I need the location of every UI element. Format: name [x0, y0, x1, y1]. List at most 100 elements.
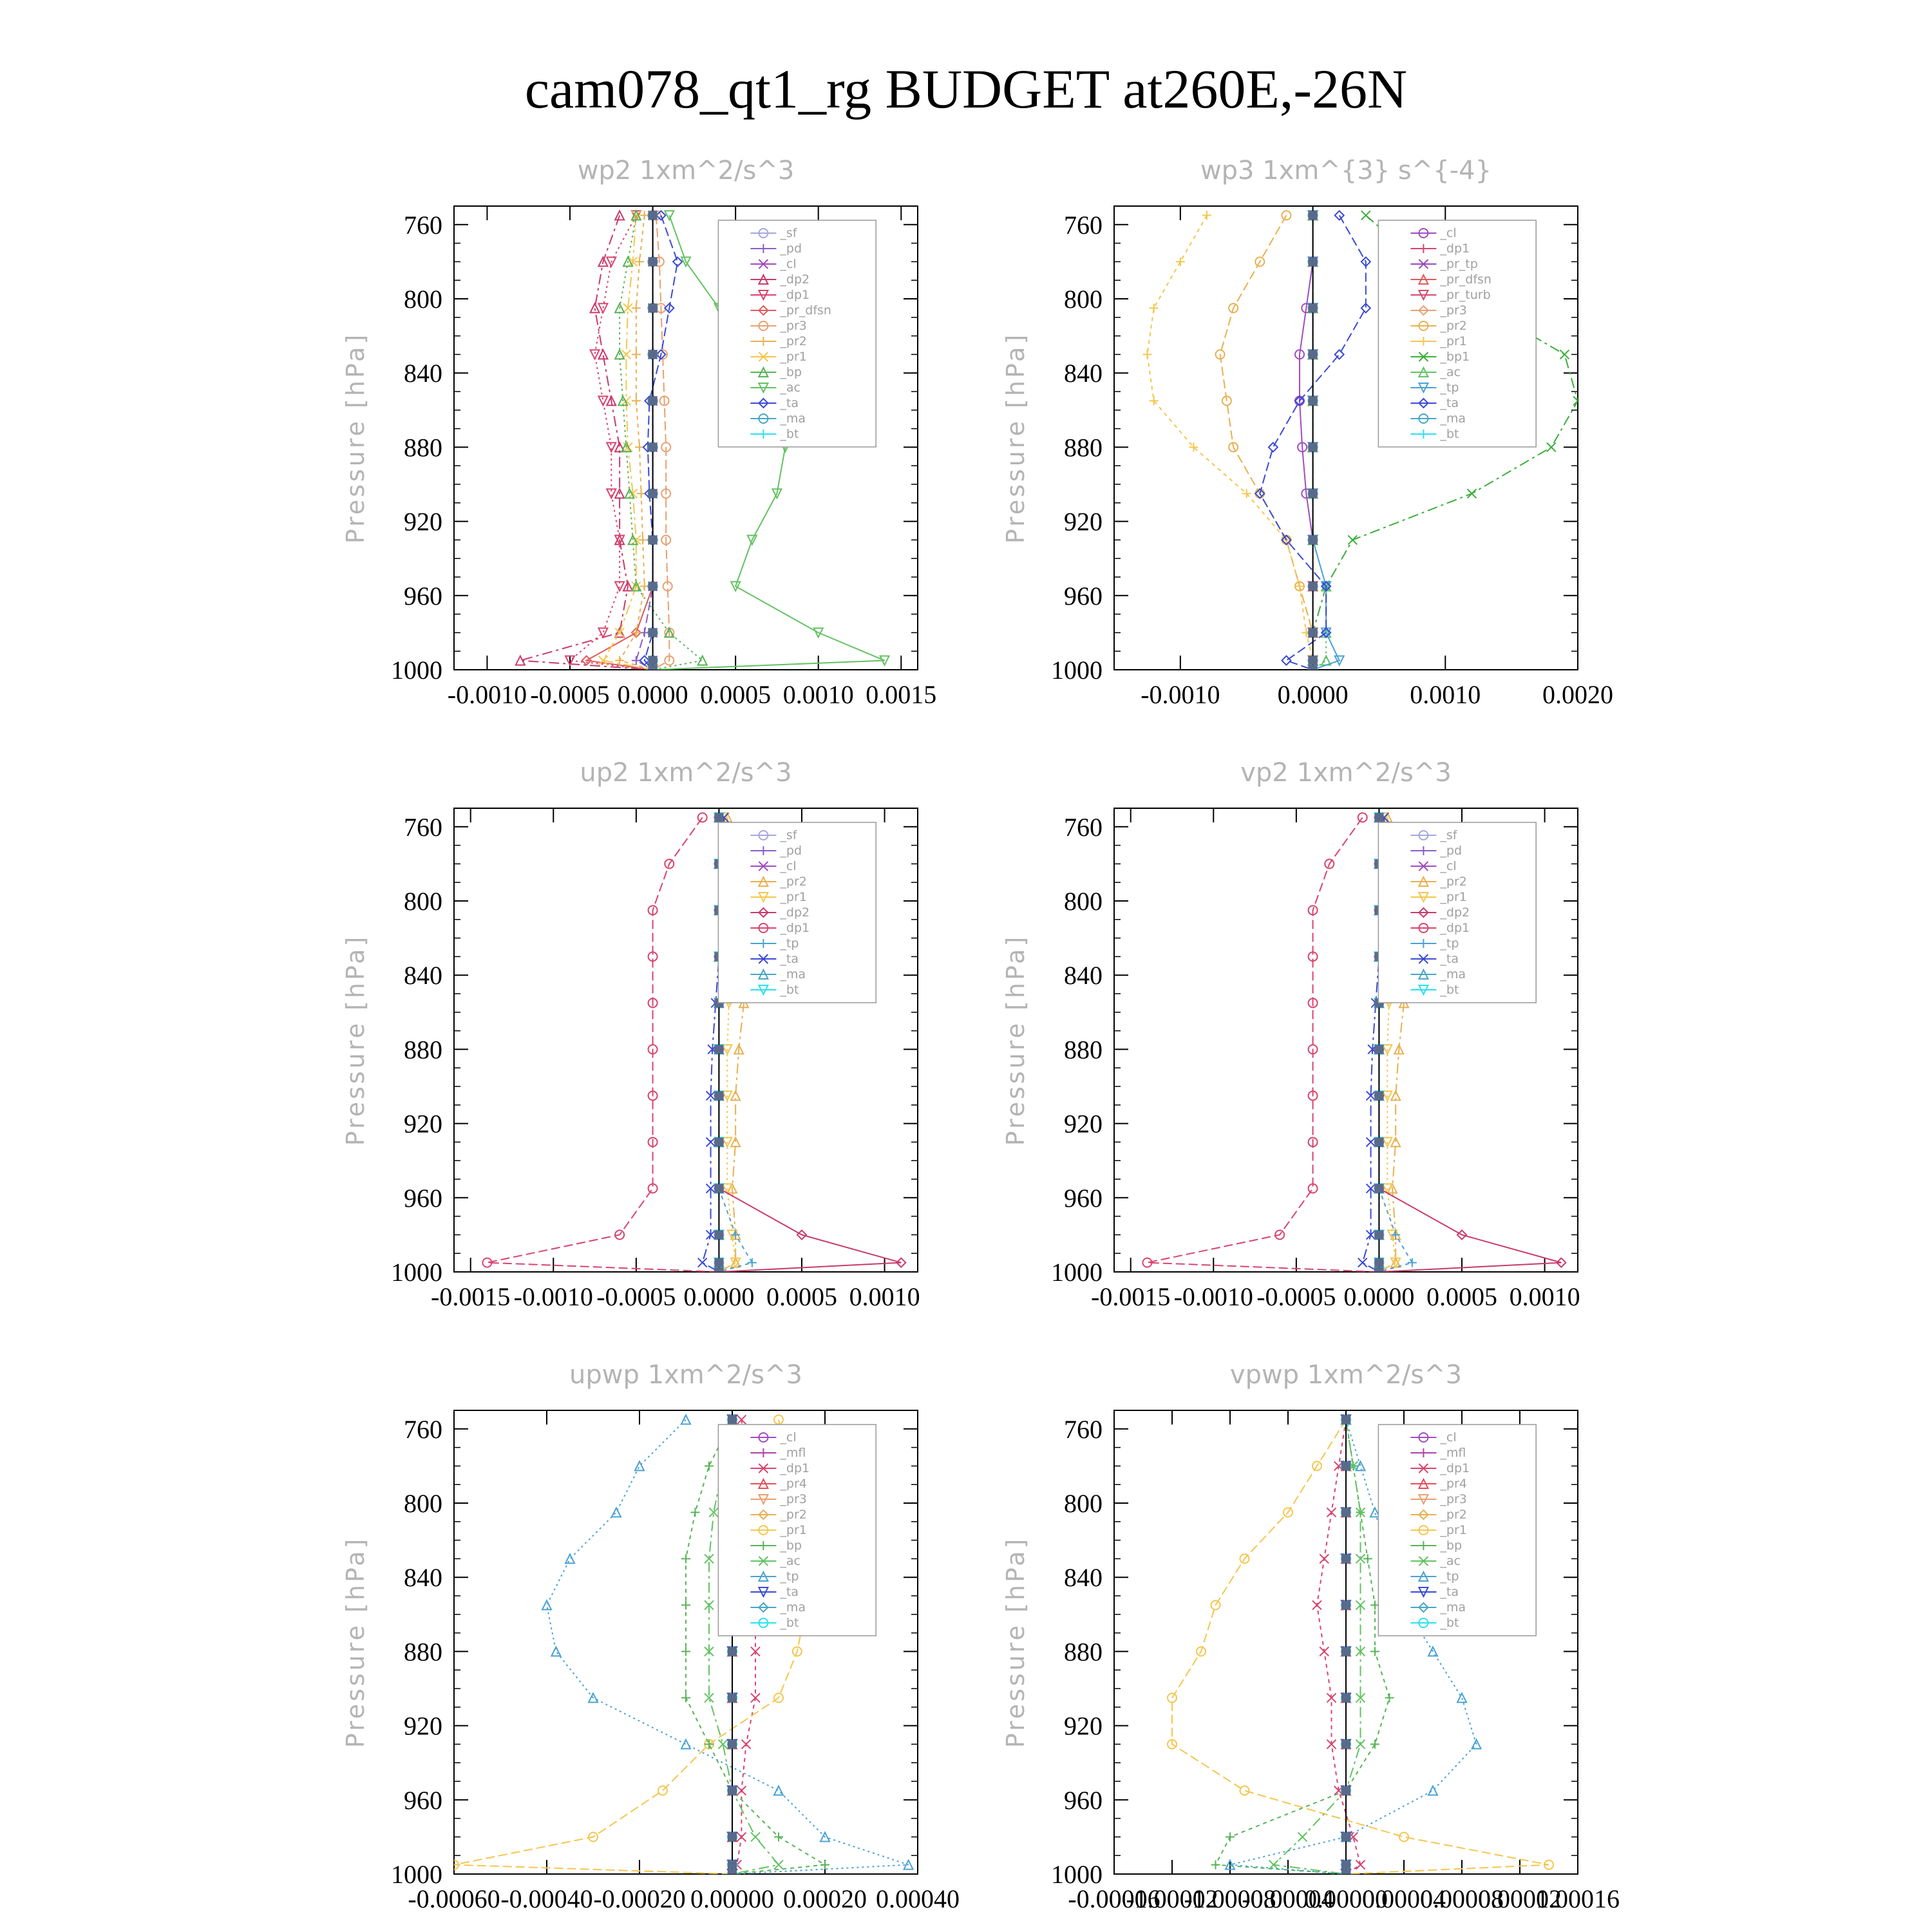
- data-point-bp1: [1347, 535, 1358, 545]
- legend-entry: _ma: [779, 412, 806, 426]
- legend-entry: _ma: [779, 967, 806, 981]
- y-tick-label: 760: [1064, 211, 1103, 240]
- x-tick-label: -0.00004: [1242, 1884, 1334, 1913]
- data-point-tp: [541, 1599, 553, 1611]
- legend-marker: [758, 1525, 769, 1535]
- data-point-pr1: [1399, 1832, 1409, 1842]
- y-axis-label: Pressure [hPa]: [1001, 934, 1030, 1146]
- x-tick-label: 0.0000: [1278, 680, 1349, 709]
- data-point-tp: [564, 1553, 576, 1564]
- data-point-dp1: [1357, 812, 1368, 823]
- series-line-dp1: [568, 214, 653, 670]
- plot-frame: [453, 205, 918, 670]
- legend-entry: _dp1: [1439, 921, 1470, 935]
- legend-marker: [1417, 366, 1430, 377]
- data-point-dp1: [647, 1183, 658, 1194]
- data-point-dp2: [1555, 1257, 1567, 1269]
- data-point-ta: [705, 1229, 716, 1240]
- legend-marker: [1417, 985, 1430, 996]
- data-point-tp: [611, 1506, 622, 1518]
- y-tick-label: 880: [1064, 433, 1103, 462]
- series-line-bp: [685, 1419, 828, 1874]
- data-point-tp: [1224, 1859, 1236, 1870]
- legend-entry: _dp2: [1439, 905, 1470, 920]
- legend-entry: _ac: [779, 381, 800, 395]
- legend-marker: [758, 352, 769, 362]
- data-point-ac: [1297, 1832, 1308, 1842]
- data-point-pr3: [658, 349, 668, 360]
- legend-marker: [758, 830, 769, 840]
- legend-marker: [758, 1556, 769, 1566]
- data-point-dp1: [1355, 1859, 1366, 1870]
- subplot-title: vpwp 1xm^2/s^3: [1230, 1360, 1462, 1390]
- data-point-ac: [1355, 1739, 1366, 1750]
- legend-entry: _pr_dfsn: [1439, 272, 1492, 287]
- data-point-bp1: [1466, 488, 1477, 499]
- data-point-ta: [1320, 580, 1332, 592]
- data-point-ac: [704, 1646, 714, 1657]
- data-point-dp1: [736, 1785, 747, 1796]
- data-point-ac: [1355, 1646, 1366, 1657]
- data-point-ta: [1281, 655, 1292, 667]
- legend-entry: _tp: [1439, 1569, 1459, 1584]
- x-tick-label: 0.00008: [1420, 1884, 1504, 1913]
- y-axis-label: Pressure [hPa]: [341, 934, 370, 1146]
- data-point-tp: [550, 1645, 562, 1657]
- legend-entry: _pr4: [1439, 1477, 1466, 1491]
- data-point-tp: [1354, 1460, 1367, 1472]
- bt-point: [1341, 1461, 1350, 1471]
- data-point-pr1: [1210, 1600, 1221, 1611]
- data-point-bp: [681, 1647, 690, 1656]
- data-point-bp: [622, 256, 634, 267]
- data-point-tp: [680, 1414, 692, 1425]
- data-point-pr2: [615, 656, 625, 665]
- legend-marker: [1417, 383, 1430, 394]
- plot-frame: [453, 1410, 918, 1875]
- y-tick-label: 920: [1064, 1712, 1103, 1741]
- series-line-pr2: [618, 215, 653, 670]
- data-point-ta: [656, 348, 667, 360]
- legend-marker: [1417, 1570, 1430, 1582]
- legend-marker: [1418, 228, 1429, 238]
- data-point-dp1: [482, 1257, 493, 1268]
- legend-entry: _cl: [779, 859, 796, 873]
- legend-entry: _dp1: [779, 1461, 810, 1475]
- x-tick-label: 0.0005: [700, 680, 771, 709]
- data-point-dp2: [614, 441, 625, 453]
- bt-point: [1341, 1647, 1350, 1656]
- legend-entry: _pd: [1439, 844, 1462, 858]
- y-tick-label: 920: [404, 1712, 442, 1741]
- legend-marker: [1419, 430, 1428, 439]
- data-point-pr3: [661, 442, 672, 453]
- legend-marker: [758, 861, 769, 871]
- legend-entry: _ta: [1439, 952, 1459, 966]
- series-line-pr1: [454, 1419, 808, 1874]
- legend-box: [717, 822, 876, 1003]
- legend-marker: [1417, 875, 1430, 887]
- y-tick-label: 920: [404, 1110, 442, 1139]
- subplot-title: up2 1xm^2/s^3: [580, 758, 791, 788]
- bt-point: [714, 813, 724, 822]
- data-point-ac: [1355, 1553, 1366, 1564]
- subplot-1: wp2 1xm^2/s^3 Pressure [hPa] 760 800 840 880 9…: [341, 156, 936, 709]
- x-tick-label: 0.00000: [1304, 1884, 1388, 1913]
- legend-marker: [1419, 1541, 1428, 1550]
- x-tick-label: -0.0015: [431, 1282, 510, 1311]
- bt-point: [648, 442, 658, 452]
- bt-point: [1341, 1870, 1350, 1874]
- y-axis-label: Pressure [hPa]: [341, 1537, 370, 1748]
- bt-point: [1341, 1832, 1350, 1842]
- data-point-dp1: [664, 858, 675, 869]
- legend-entry: _cl: [779, 257, 796, 271]
- data-point-tp: [1407, 1258, 1417, 1267]
- series-line-ta: [1259, 214, 1367, 670]
- bt-point: [728, 1739, 737, 1749]
- legend-marker: [1417, 892, 1430, 904]
- legend-marker: [757, 305, 769, 316]
- data-point-dp1: [1307, 998, 1318, 1009]
- bt-point: [1374, 1230, 1384, 1240]
- legend-entry: _mfl: [779, 1446, 806, 1460]
- y-tick-label: 880: [1064, 1035, 1103, 1064]
- data-point-tp: [747, 1258, 757, 1267]
- bt-point: [714, 1137, 724, 1147]
